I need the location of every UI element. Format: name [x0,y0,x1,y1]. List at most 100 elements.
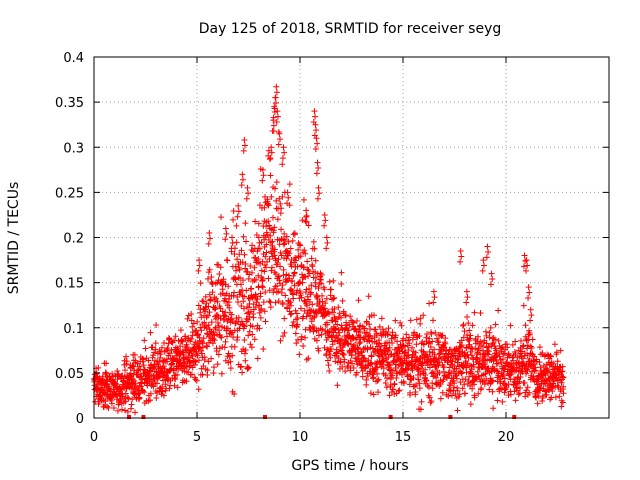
data-point [209,289,216,296]
data-point [422,366,429,373]
data-point [275,256,282,263]
data-point [307,312,314,319]
data-point [480,257,487,264]
data-point [294,287,301,294]
data-point [369,375,376,382]
data-point [102,398,109,405]
data-point [239,171,246,178]
data-point [198,347,205,354]
x-axis-ticks: 0 5 10 15 20 [90,57,514,445]
data-point [462,376,469,383]
data-point [435,355,442,362]
data-point [454,384,461,391]
data-point [453,345,460,352]
data-point [98,386,105,393]
data-point [460,322,467,329]
data-point [335,348,342,355]
data-point [337,314,344,321]
data-point [122,398,129,405]
data-point [537,351,544,358]
data-point [417,315,424,322]
data-point [182,335,189,342]
data-point [406,340,413,347]
data-point [479,267,486,274]
data-point [521,252,528,259]
data-point [153,380,160,387]
data-point [478,385,485,392]
data-point [132,380,139,387]
data-point [244,184,251,191]
data-point [218,334,225,341]
data-point [237,275,244,282]
data-point [416,385,423,392]
data-point [326,278,333,285]
data-point [278,226,285,233]
zero-data-point [388,415,393,419]
data-point [147,329,154,336]
data-point [477,309,484,316]
data-point [323,234,330,241]
data-point [525,284,532,291]
data-point [162,381,169,388]
data-point [200,362,207,369]
data-point [560,390,567,397]
data-point [152,346,159,353]
data-point [267,172,274,179]
data-point [147,390,154,397]
data-point [129,362,136,369]
data-point [486,386,493,393]
data-point [205,303,212,310]
data-point [405,337,412,344]
data-point [279,193,286,200]
data-point [369,345,376,352]
data-point [537,364,544,371]
data-point [467,401,474,408]
data-point [306,270,313,277]
data-point [439,332,446,339]
data-point [488,270,495,277]
data-point [425,384,432,391]
data-point [524,262,531,269]
data-point [346,321,353,328]
data-point [221,344,228,351]
data-point [380,365,387,372]
data-point [292,330,299,337]
data-point [345,327,352,334]
data-point [463,288,470,295]
data-point [284,200,291,207]
data-point [230,216,237,223]
data-point [249,242,256,249]
data-point [275,298,282,305]
data-point [308,282,315,289]
zero-data-point [448,415,453,419]
data-point [254,355,261,362]
data-point [272,185,279,192]
data-point [198,350,205,357]
zero-data-point [141,415,146,419]
data-point [277,136,284,143]
data-point [353,369,360,376]
data-point [206,309,213,316]
data-point [173,358,180,365]
data-point [190,320,197,327]
data-point [544,351,551,358]
data-point [417,371,424,378]
data-point [258,267,265,274]
data-point [217,305,224,312]
data-point [229,239,236,246]
data-point [318,271,325,278]
y-axis-ticks: 0 0.05 0.1 0.15 0.2 0.25 0.3 0.35 0.4 [55,51,609,427]
data-point [241,251,248,258]
data-point [244,365,251,372]
data-point [305,222,312,229]
data-point [235,202,242,209]
data-point [323,295,330,302]
data-point [429,385,436,392]
data-point [236,251,243,258]
data-point [246,313,253,320]
data-point [276,195,283,202]
data-point [466,341,473,348]
data-point [274,216,281,223]
data-point [529,336,536,343]
data-point [271,224,278,231]
